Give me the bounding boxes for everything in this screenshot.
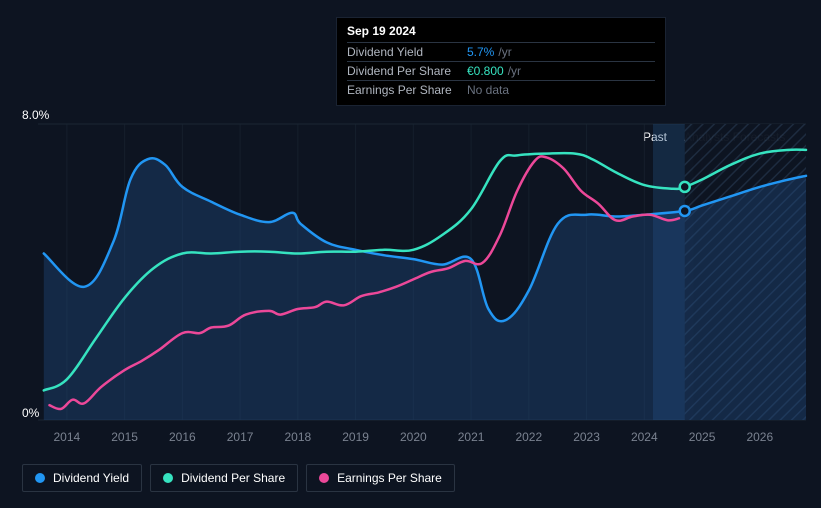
tooltip-row: Dividend Per Share€0.800/yr (347, 61, 655, 80)
x-tick: 2022 (515, 430, 542, 444)
legend-swatch (35, 473, 45, 483)
tooltip-row-label: Earnings Per Share (347, 83, 467, 97)
x-tick: 2021 (458, 430, 485, 444)
x-tick: 2025 (689, 430, 716, 444)
tooltip-row-label: Dividend Yield (347, 45, 467, 59)
tooltip-row-label: Dividend Per Share (347, 64, 467, 78)
x-tick: 2018 (284, 430, 311, 444)
marker-dividend_yield (680, 206, 690, 216)
legend-swatch (163, 473, 173, 483)
x-tick: 2023 (573, 430, 600, 444)
x-tick: 2015 (111, 430, 138, 444)
tooltip-row: Earnings Per ShareNo data (347, 80, 655, 99)
x-tick: 2016 (169, 430, 196, 444)
legend-swatch (319, 473, 329, 483)
legend-item-earnings_per_share[interactable]: Earnings Per Share (306, 464, 455, 492)
x-tick: 2026 (746, 430, 773, 444)
legend-item-dividend_yield[interactable]: Dividend Yield (22, 464, 142, 492)
legend-item-dividend_per_share[interactable]: Dividend Per Share (150, 464, 298, 492)
tooltip-row-value: 5.7% (467, 45, 494, 59)
tooltip-row-value: €0.800 (467, 64, 504, 78)
x-tick: 2017 (227, 430, 254, 444)
x-axis: 2014 2015 2016 2017 2018 2019 2020 2021 2022 2023… (38, 430, 821, 450)
x-tick: 2024 (631, 430, 658, 444)
x-tick: 2019 (342, 430, 369, 444)
tooltip-row: Dividend Yield5.7% /yr (347, 42, 655, 61)
chart-tooltip: Sep 19 2024 Dividend Yield5.7%/yrDividen… (336, 17, 666, 106)
legend-label: Earnings Per Share (337, 471, 442, 485)
legend-label: Dividend Per Share (181, 471, 285, 485)
x-tick: 2014 (54, 430, 81, 444)
chart-container: 8.0% 0% Past Analysts Forecasts 20142015… (0, 0, 821, 508)
tooltip-row-unit: /yr (508, 64, 521, 78)
marker-dividend_per_share (680, 182, 690, 192)
tooltip-row-value: No data (467, 83, 509, 97)
legend-label: Dividend Yield (53, 471, 129, 485)
legend: Dividend Yield Dividend Per Share Earnings… (22, 464, 455, 492)
tooltip-row-unit: /yr (498, 45, 511, 59)
x-tick: 2020 (400, 430, 427, 444)
tooltip-date: Sep 19 2024 (347, 24, 655, 38)
